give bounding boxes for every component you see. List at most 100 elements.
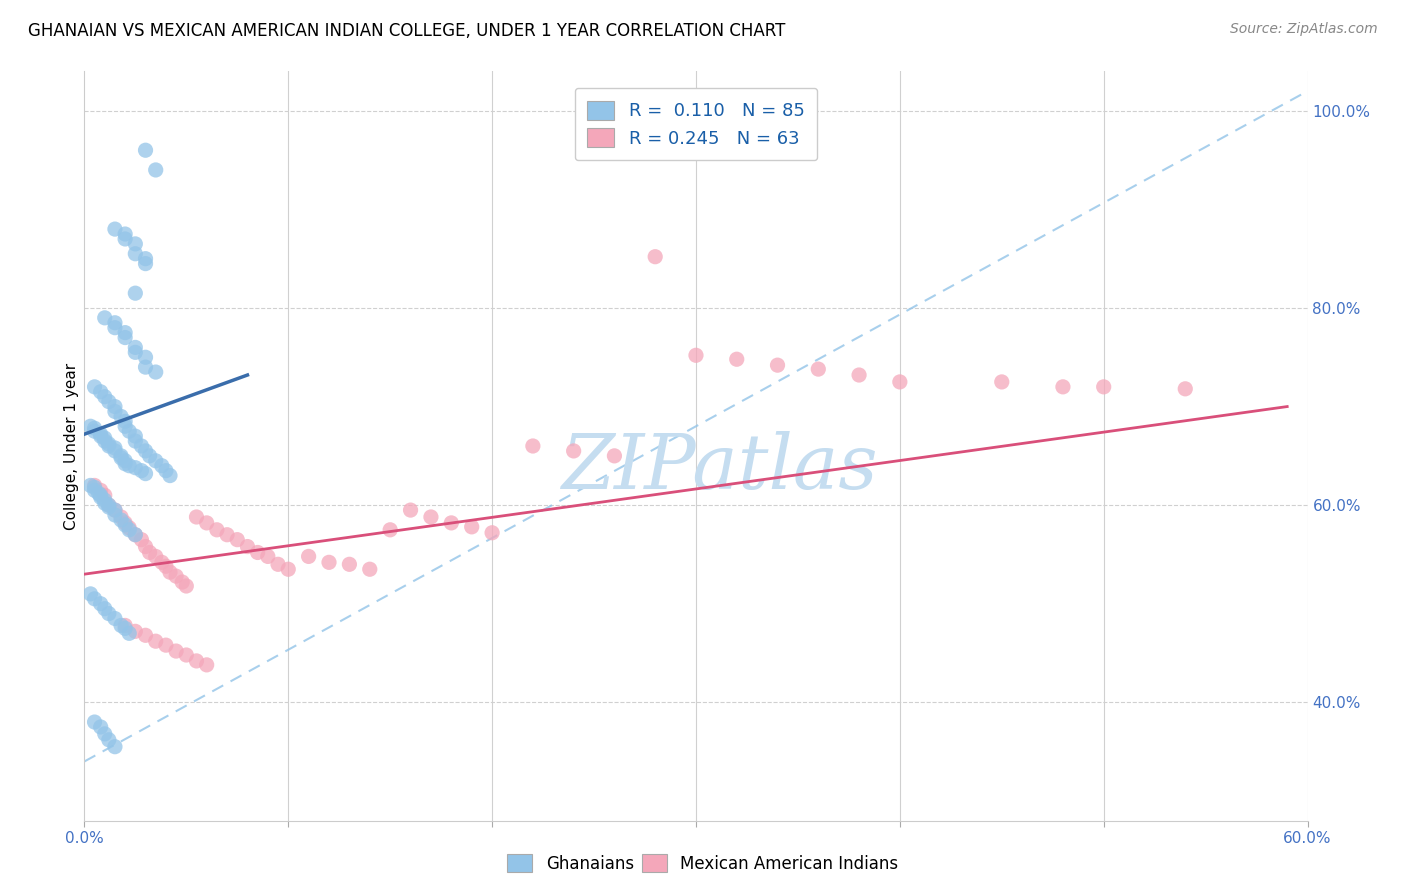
Point bbox=[991, 375, 1014, 389]
Point bbox=[246, 545, 269, 559]
Point bbox=[135, 257, 157, 271]
Point bbox=[79, 419, 101, 434]
Point bbox=[725, 352, 748, 367]
Point bbox=[155, 638, 177, 652]
Point bbox=[104, 441, 127, 455]
Point bbox=[186, 654, 208, 668]
Point bbox=[90, 384, 112, 399]
Point bbox=[114, 621, 136, 635]
Point bbox=[97, 498, 120, 512]
Point bbox=[114, 414, 136, 428]
Point bbox=[90, 429, 112, 443]
Point bbox=[104, 404, 127, 418]
Point bbox=[97, 500, 120, 515]
Point bbox=[205, 523, 228, 537]
Point bbox=[118, 458, 141, 473]
Point bbox=[90, 720, 112, 734]
Text: GHANAIAN VS MEXICAN AMERICAN INDIAN COLLEGE, UNDER 1 YEAR CORRELATION CHART: GHANAIAN VS MEXICAN AMERICAN INDIAN COLL… bbox=[28, 22, 786, 40]
Point bbox=[135, 143, 157, 157]
Point bbox=[1052, 380, 1074, 394]
Point bbox=[165, 644, 187, 658]
Point bbox=[114, 227, 136, 241]
Point bbox=[807, 362, 830, 376]
Point bbox=[104, 503, 127, 517]
Point bbox=[93, 601, 115, 615]
Point bbox=[644, 250, 666, 264]
Point bbox=[145, 365, 167, 379]
Point bbox=[138, 545, 160, 559]
Point bbox=[145, 163, 167, 178]
Point bbox=[90, 427, 112, 442]
Point bbox=[159, 468, 181, 483]
Point bbox=[174, 648, 197, 662]
Point bbox=[114, 517, 136, 532]
Point bbox=[277, 562, 299, 576]
Point bbox=[685, 348, 707, 362]
Point bbox=[165, 569, 187, 583]
Point bbox=[118, 626, 141, 640]
Point bbox=[93, 496, 115, 510]
Point bbox=[114, 516, 136, 530]
Point bbox=[420, 510, 443, 524]
Point bbox=[135, 351, 157, 365]
Point bbox=[110, 409, 132, 424]
Point bbox=[93, 493, 115, 508]
Point bbox=[110, 618, 132, 632]
Point bbox=[83, 483, 105, 498]
Point bbox=[124, 345, 146, 359]
Point bbox=[172, 575, 194, 590]
Point bbox=[104, 508, 127, 522]
Point bbox=[118, 523, 141, 537]
Point bbox=[83, 421, 105, 435]
Point bbox=[97, 439, 120, 453]
Point bbox=[114, 454, 136, 468]
Text: ZIPatlas: ZIPatlas bbox=[562, 432, 879, 506]
Point bbox=[93, 431, 115, 445]
Point bbox=[150, 458, 173, 473]
Point bbox=[131, 464, 153, 478]
Point bbox=[97, 732, 120, 747]
Point bbox=[93, 727, 115, 741]
Point bbox=[145, 549, 167, 564]
Point bbox=[217, 527, 239, 541]
Point bbox=[79, 587, 101, 601]
Point bbox=[380, 523, 402, 537]
Point bbox=[90, 488, 112, 502]
Point bbox=[1174, 382, 1197, 396]
Point bbox=[124, 624, 146, 639]
Point bbox=[79, 478, 101, 492]
Point bbox=[522, 439, 544, 453]
Point bbox=[83, 380, 105, 394]
Point bbox=[90, 597, 112, 611]
Point bbox=[124, 460, 146, 475]
Point bbox=[124, 236, 146, 251]
Point bbox=[124, 340, 146, 354]
Point bbox=[97, 498, 120, 512]
Point bbox=[257, 549, 280, 564]
Point bbox=[124, 429, 146, 443]
Point bbox=[93, 390, 115, 404]
Point bbox=[104, 503, 127, 517]
Point bbox=[124, 527, 146, 541]
Point bbox=[298, 549, 321, 564]
Point bbox=[135, 540, 157, 554]
Point bbox=[124, 246, 146, 260]
Point bbox=[110, 450, 132, 465]
Text: Source: ZipAtlas.com: Source: ZipAtlas.com bbox=[1230, 22, 1378, 37]
Point bbox=[104, 739, 127, 754]
Point bbox=[90, 490, 112, 504]
Point bbox=[90, 483, 112, 498]
Point bbox=[236, 540, 259, 554]
Point bbox=[155, 464, 177, 478]
Point bbox=[135, 252, 157, 266]
Point bbox=[145, 454, 167, 468]
Point bbox=[440, 516, 463, 530]
Point bbox=[97, 607, 120, 621]
Point bbox=[118, 424, 141, 438]
Point bbox=[226, 533, 249, 547]
Point bbox=[174, 579, 197, 593]
Point bbox=[114, 330, 136, 344]
Point bbox=[481, 525, 503, 540]
Point bbox=[603, 449, 626, 463]
Point bbox=[104, 400, 127, 414]
